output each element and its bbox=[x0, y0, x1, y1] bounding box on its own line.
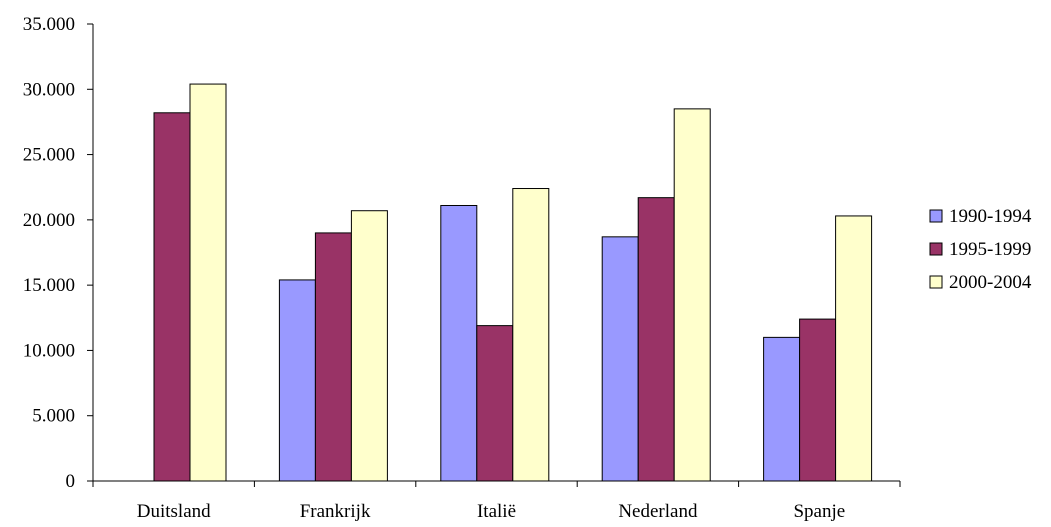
bar bbox=[674, 109, 710, 481]
legend-label: 1995-1999 bbox=[949, 239, 1031, 260]
y-tick-label: 0 bbox=[66, 471, 76, 492]
bar bbox=[800, 319, 836, 481]
x-tick-label: Spanje bbox=[793, 501, 845, 522]
bar bbox=[477, 326, 513, 481]
bar bbox=[315, 233, 351, 481]
y-tick-label: 25.000 bbox=[23, 145, 75, 166]
legend-swatch bbox=[930, 276, 942, 288]
y-tick-label: 30.000 bbox=[23, 79, 75, 100]
y-tick-label: 5.000 bbox=[32, 406, 75, 427]
bar bbox=[441, 205, 477, 481]
x-tick-label: Italië bbox=[477, 501, 516, 522]
bar bbox=[602, 237, 638, 481]
legend-swatch bbox=[930, 243, 942, 255]
bar bbox=[279, 280, 315, 481]
bar bbox=[154, 113, 190, 481]
y-tick-label: 15.000 bbox=[23, 275, 75, 296]
legend-label: 2000-2004 bbox=[949, 272, 1032, 293]
plot-area: 0 5.000 10.000 15.000 20.000 25.000 30.000 35.0… bbox=[23, 14, 900, 522]
x-tick-label: Frankrijk bbox=[300, 501, 371, 522]
x-tick-label: Duitsland bbox=[137, 501, 211, 522]
bar bbox=[836, 216, 872, 481]
x-tick-label: Nederland bbox=[618, 501, 698, 522]
bar bbox=[190, 84, 226, 481]
legend-label: 1990-1994 bbox=[949, 206, 1032, 227]
bar bbox=[513, 189, 549, 481]
y-tick-label: 35.000 bbox=[23, 14, 75, 35]
y-tick-label: 10.000 bbox=[23, 340, 75, 361]
bar bbox=[764, 337, 800, 481]
bar bbox=[638, 198, 674, 481]
y-tick-label: 20.000 bbox=[23, 210, 75, 231]
legend-swatch bbox=[930, 210, 942, 222]
bar bbox=[351, 211, 387, 481]
legend: 1990-1994 1995-1999 2000-2004 bbox=[930, 206, 1032, 293]
